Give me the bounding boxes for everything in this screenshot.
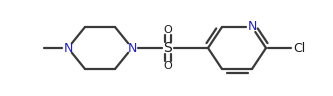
Text: N: N [247,21,257,34]
Text: S: S [164,41,172,55]
Text: N: N [127,41,137,55]
Text: N: N [63,41,73,55]
Text: O: O [164,61,172,71]
Text: O: O [164,25,172,35]
Text: Cl: Cl [293,41,305,55]
